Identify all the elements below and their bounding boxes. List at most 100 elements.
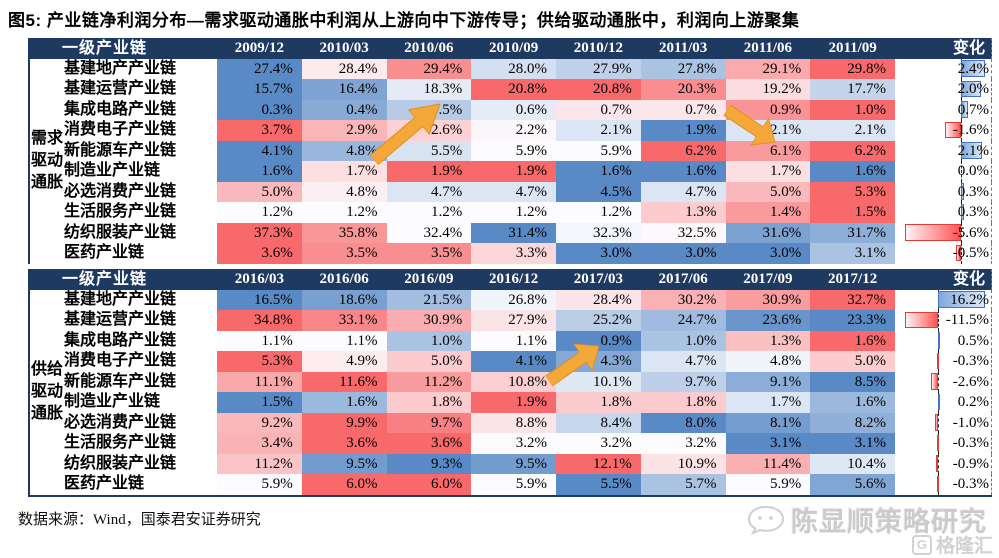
column-header-industry-chain: 一级产业链 [30,38,217,59]
change-bar-area [905,243,985,264]
value-cell: 1.2% [471,202,556,223]
value-cell: 30.9% [386,310,472,331]
value-cell: 6.2% [640,140,726,161]
change-value: 2.1% [957,142,989,159]
value-cell: 1.6% [640,161,726,182]
value-cell: 6.1% [725,140,811,161]
gelonghui-logo: G 格隆汇 [911,531,993,558]
value-cell: 35.8% [301,222,387,243]
value-cell: 1.2% [556,202,641,223]
value-cell: 11.6% [301,371,387,392]
value-cell: 3.5% [386,243,472,264]
change-bar-area [905,99,985,120]
change-value: -5.6% [952,224,989,241]
value-cell: 28.4% [301,58,387,79]
change-bar-negative [956,244,961,261]
row-label: 基建地产产业链 [64,290,177,308]
change-bar-area [905,79,985,100]
value-cell: 4.8% [301,181,387,202]
row-label: 基建运营产业链 [64,80,177,97]
change-zero-axis [961,120,962,141]
value-cell: 5.0% [725,181,811,202]
change-cell: 16.2% [895,289,992,310]
change-bar-positive [938,332,941,349]
column-header-date: 2010/12 [556,38,641,59]
watermark-text: 陈显顺策略研究 [791,507,987,537]
value-cell: 1.1% [301,330,387,351]
value-cell: 9.3% [386,453,472,474]
value-cell: 1.6% [810,330,895,351]
row-label: 必选消费产业链 [64,182,177,200]
value-cell: 4.7% [640,181,726,202]
value-cell: 1.5% [217,392,302,413]
column-header-date: 2010/06 [386,38,472,59]
change-bar-positive [961,80,981,97]
change-value: 0.3% [957,183,989,200]
value-cell: 10.8% [471,371,556,392]
change-bar-negative [937,352,940,369]
change-bar-positive [938,393,941,410]
change-cell: -0.9% [895,453,992,474]
change-bar-area [905,289,985,310]
arrow-shape [723,104,776,146]
change-cell: -11.5% [895,310,992,331]
change-bar-negative [937,434,940,451]
value-cell: 4.8% [301,140,387,161]
value-cell: 10.9% [640,453,726,474]
row-label: 医药产业链 [64,244,145,261]
value-cell: 33.1% [301,310,387,331]
heatmap-table-2: 一级产业链 2016/03 2016/06 2016/09 2016/12 2017/03… [28,269,992,497]
change-bar-area [905,310,985,331]
row-label: 消费电子产业链 [64,121,177,138]
group-label-line: 供给 [30,361,63,378]
change-bar-area [905,140,985,161]
value-cell: 5.3% [810,181,895,202]
value-cell: 1.9% [640,120,726,141]
change-cell: -0.3% [895,351,992,372]
heatmap-table-1: 一级产业链 2009/12 2010/03 2010/06 2010/09 2010/12… [28,38,992,264]
value-cell: 5.3% [217,351,302,372]
change-zero-axis [938,453,940,474]
value-cell: 29.8% [810,58,895,79]
value-cell: 1.8% [556,392,641,413]
gelonghui-logo-text: 格隆汇 [935,536,993,557]
column-header-change: 变化 [895,38,992,59]
value-cell: 5.9% [217,474,302,495]
change-cell: 2.4% [895,58,992,79]
row-label: 新能源车产业链 [64,141,177,159]
change-bar-area [905,371,985,392]
row-label: 集成电路产业链 [64,100,177,118]
row-label: 基建地产产业链 [64,59,177,77]
value-cell: 24.7% [640,310,726,331]
value-cell: 4.7% [640,351,726,372]
value-cell: 1.7% [725,161,811,182]
value-cell: 32.5% [640,222,726,243]
value-cell: 3.3% [471,243,556,264]
change-value: -0.5% [952,245,989,261]
highlight-arrow-3 [539,332,608,395]
change-bar-positive [961,142,982,159]
value-cell: 2.1% [556,120,641,141]
change-value: 0.0% [957,163,989,179]
change-zero-axis [961,243,962,264]
change-value: -1.0% [952,414,989,431]
value-cell: 27.9% [471,310,556,331]
value-cell: 18.6% [301,289,387,310]
change-bar-area [905,120,985,141]
row-label: 必选消费产业链 [64,413,177,431]
change-bar-negative [945,121,961,138]
value-cell: 19.2% [725,79,811,100]
change-bar-area [905,181,985,202]
value-cell: 4.7% [471,181,556,202]
change-value: -0.9% [952,455,989,472]
arrow-shape [545,343,600,387]
value-cell: 1.0% [810,99,895,120]
value-cell: 1.0% [640,330,726,351]
value-cell: 1.3% [725,330,811,351]
value-cell: 1.6% [217,161,302,182]
value-cell: 1.5% [810,202,895,223]
change-cell: 2.1% [895,140,992,161]
value-cell: 5.9% [471,140,556,161]
value-cell: 2.9% [301,120,387,141]
row-label: 纺织服装产业链 [64,454,177,472]
